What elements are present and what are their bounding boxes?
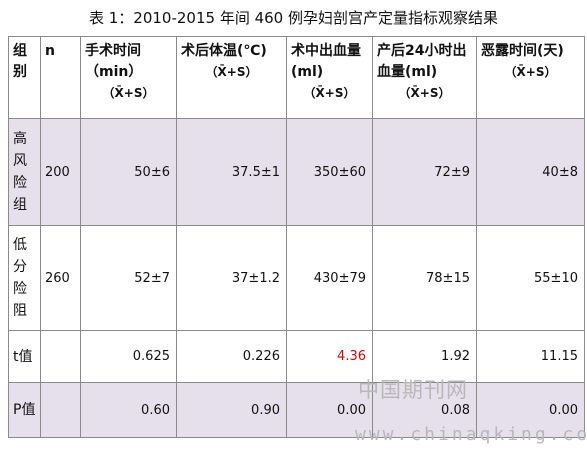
header-postop-temp-label: 术后体温(℃) bbox=[181, 43, 267, 59]
data-table: 组别 n 手术时间（min） （X̄+S） 术后体温(℃) （X̄+S） 术中出… bbox=[8, 36, 585, 438]
cell-n: 200 bbox=[40, 118, 81, 226]
header-lochia-time: 恶露时间(天) （X̄+S） bbox=[476, 36, 585, 119]
cell-postpartum-blood: 0.08 bbox=[372, 382, 477, 438]
header-postop-temp: 术后体温(℃) （X̄+S） bbox=[176, 36, 287, 119]
row-label: t值 bbox=[8, 330, 41, 383]
header-intraop-blood-sub: （X̄+S） bbox=[303, 86, 356, 100]
row-label: 低分险阻 bbox=[8, 225, 41, 331]
header-intraop-blood-label: 术中出血量(ml) bbox=[291, 43, 361, 80]
cell-surgery-time: 0.60 bbox=[80, 382, 177, 438]
cell-intraop-blood-highlighted: 4.36 bbox=[286, 330, 373, 383]
row-label: P值 bbox=[8, 382, 41, 438]
header-postop-temp-sub: （X̄+S） bbox=[205, 65, 258, 79]
header-n: n bbox=[40, 36, 81, 119]
table-row-p-value: P值 0.60 0.90 0.00 0.08 0.00 bbox=[8, 382, 585, 438]
cell-surgery-time: 52±7 bbox=[80, 225, 177, 331]
cell-n bbox=[40, 382, 81, 438]
cell-n: 260 bbox=[40, 225, 81, 331]
header-intraop-blood: 术中出血量(ml) （X̄+S） bbox=[286, 36, 373, 119]
cell-lochia-time: 40±8 bbox=[476, 118, 585, 226]
header-lochia-time-label: 恶露时间(天) bbox=[481, 43, 564, 59]
header-group: 组别 bbox=[8, 36, 41, 119]
cell-lochia-time: 11.15 bbox=[476, 330, 585, 383]
cell-postpartum-blood: 72±9 bbox=[372, 118, 477, 226]
header-postpartum-blood-label: 产后24小时出血量(ml) bbox=[377, 43, 467, 80]
table-caption: 表 1：2010-2015 年间 460 例孕妇剖宫产定量指标观察结果 bbox=[88, 9, 498, 27]
cell-postpartum-blood: 1.92 bbox=[372, 330, 477, 383]
cell-postpartum-blood: 78±15 bbox=[372, 225, 477, 331]
cell-n bbox=[40, 330, 81, 383]
header-surgery-time-sub: （X̄+S） bbox=[102, 86, 155, 100]
cell-surgery-time: 50±6 bbox=[80, 118, 177, 226]
table-row-low-risk: 低分险阻 260 52±7 37±1.2 430±79 78±15 55±10 bbox=[8, 225, 585, 331]
row-label: 高风险组 bbox=[8, 118, 41, 226]
header-postpartum-blood-sub: （X̄+S） bbox=[398, 86, 451, 100]
cell-lochia-time: 55±10 bbox=[476, 225, 585, 331]
watermark-url: www.chinaqking.com bbox=[355, 424, 587, 445]
cell-postop-temp: 37±1.2 bbox=[176, 225, 287, 331]
cell-intraop-blood: 430±79 bbox=[286, 225, 373, 331]
cell-postop-temp: 0.226 bbox=[176, 330, 287, 383]
cell-postop-temp: 0.90 bbox=[176, 382, 287, 438]
header-row: 组别 n 手术时间（min） （X̄+S） 术后体温(℃) （X̄+S） 术中出… bbox=[8, 36, 585, 119]
cell-intraop-blood: 350±60 bbox=[286, 118, 373, 226]
header-postpartum-blood: 产后24小时出血量(ml) （X̄+S） bbox=[372, 36, 477, 119]
cell-lochia-time: 0.00 bbox=[476, 382, 585, 438]
table-row-high-risk: 高风险组 200 50±6 37.5±1 350±60 72±9 40±8 bbox=[8, 118, 585, 226]
cell-postop-temp: 37.5±1 bbox=[176, 118, 287, 226]
cell-surgery-time: 0.625 bbox=[80, 330, 177, 383]
header-surgery-time-label: 手术时间（min） bbox=[85, 43, 143, 80]
table-row-t-value: t值 0.625 0.226 4.36 1.92 11.15 bbox=[8, 330, 585, 383]
header-lochia-time-sub: （X̄+S） bbox=[504, 65, 557, 79]
watermark-cn: 中国期刊网 bbox=[358, 378, 468, 402]
header-surgery-time: 手术时间（min） （X̄+S） bbox=[80, 36, 177, 119]
